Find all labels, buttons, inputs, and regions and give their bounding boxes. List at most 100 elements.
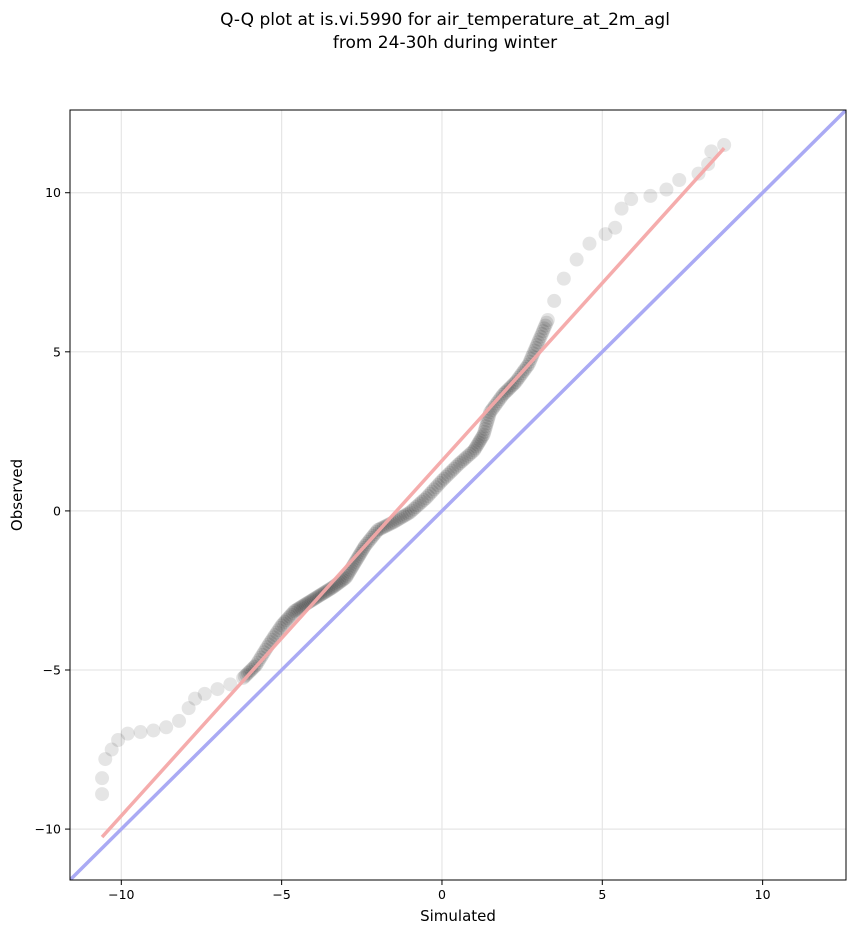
quantile-point [392,511,407,526]
chart-title-line-2: from 24-30h during winter [332,33,558,53]
quantile-point [290,602,305,617]
y-tick-label: 10 [45,185,61,200]
quantile-point [430,478,445,493]
quantile-point [451,457,465,472]
x-axis-label: Simulated [420,907,496,925]
quantile-point [404,503,419,518]
quantile-point [508,375,523,390]
quantile-point [582,236,597,251]
quantile-point [478,421,493,436]
quantile-point [350,550,365,565]
quantile-point [532,332,547,347]
quantile-point [539,315,554,330]
plot-frame [69,109,847,881]
quantile-point [402,505,417,520]
quantile-point [111,733,126,747]
quantile-point [465,445,480,460]
quantile-point [412,496,427,511]
y-tick-label: 0 [53,503,61,518]
quantile-point [434,473,449,488]
y-tick-label: 5 [53,344,61,359]
quantile-point [159,720,174,735]
x-tick-label: −5 [272,887,290,902]
quantile-point [269,625,284,640]
quantile-point [98,752,113,767]
quantile-point [659,182,674,197]
quantile-point [529,338,544,353]
quantile-point [471,435,486,450]
quantile-point [400,506,415,521]
quantile-point [321,583,336,598]
quantile-point [455,454,470,469]
quantile-point [95,771,110,786]
x-tick-label: 10 [755,887,771,902]
quantile-point [410,498,425,513]
quantile-point [473,433,488,448]
quantile-point [277,614,292,629]
quantile-point [351,548,366,563]
quantile-point [469,439,484,454]
quantile-point [547,293,562,308]
quantile-point [537,321,552,336]
quantile-point [569,252,584,267]
quantile-point [704,144,719,159]
quantile-point [525,349,540,364]
quantile-point [378,519,393,534]
quantile-point [477,424,492,439]
quantile-point [349,552,364,567]
quantile-point [394,510,409,525]
quantile-point [476,427,491,442]
quantile-point [614,201,629,216]
quantile-point [457,452,472,467]
quantile-point [273,620,288,635]
quantile-point [461,448,476,463]
quantile-point [285,605,300,620]
quantile-point [322,582,337,597]
quantile-point [418,491,433,506]
quantile-point [253,650,268,665]
axis-ticks: −10 −5 0 5 10 −10 −5 0 5 10 [35,185,771,902]
quantile-point [406,501,421,516]
quantile-point [223,677,238,692]
quantile-point [486,400,501,415]
quantile-point [416,492,431,507]
quantile-point [292,601,307,616]
quantile-point [463,447,478,462]
quantile-point [268,628,283,642]
identity-line [70,110,846,880]
quantile-point [284,607,299,622]
quantile-point [474,431,489,446]
quantile-point [717,138,732,152]
quantile-point [453,455,468,470]
quantile-point [120,726,135,741]
quantile-point [672,173,687,187]
quantile-point [426,482,441,497]
quantile-point [489,396,504,411]
quantile-point [446,461,461,476]
quantile-point [396,509,411,524]
quantile-point [380,518,395,533]
quantile-point [422,486,437,501]
quantile-point [556,271,571,286]
quantile-point [398,507,413,522]
quantile-point [181,701,196,716]
quantile-point [468,441,483,456]
quantile-point [442,465,457,480]
quantile-point [279,613,294,628]
quantile-point [276,616,291,631]
fit-line [100,147,726,839]
quantile-point [459,450,474,465]
quantile-point [475,429,490,444]
quantile-point [533,329,548,344]
quantile-point [271,623,286,638]
quantile-point [424,484,439,499]
quantile-point [282,609,297,624]
quantile-points [95,138,732,802]
quantile-point [281,611,296,626]
quantile-point [338,570,353,585]
grid-lines [70,110,846,880]
quantile-point [255,647,270,662]
quantile-point [287,604,302,619]
quantile-point [95,787,110,802]
